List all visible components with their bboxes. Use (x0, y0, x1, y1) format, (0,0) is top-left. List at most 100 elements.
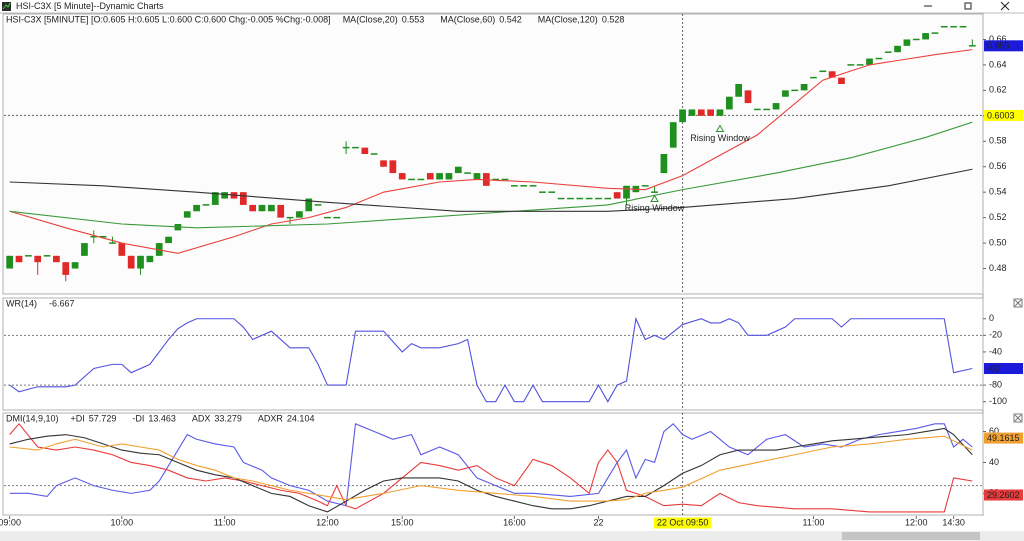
candle-body (716, 109, 724, 116)
candle-body (305, 198, 313, 212)
candle-body (782, 90, 789, 97)
candle-body (810, 76, 817, 79)
candle-body (828, 71, 836, 78)
candle-body (99, 235, 107, 238)
legend-name: -DI (132, 413, 144, 423)
panel-close-icon (1014, 414, 1022, 422)
candle-body (324, 216, 331, 219)
series-line (9, 427, 973, 513)
candle-body (118, 243, 126, 256)
candle-body (501, 178, 509, 181)
candle-body (520, 185, 528, 187)
candle-body (258, 204, 266, 212)
candle-body (183, 211, 191, 218)
candle-body (707, 109, 714, 116)
y-tick-label: 0 (989, 313, 994, 323)
candle-body (884, 51, 892, 53)
app-icon-graph (2, 2, 11, 10)
candle-body (838, 77, 845, 84)
y-tick-label: 0.50 (989, 237, 1007, 247)
panel-close-button[interactable] (1013, 413, 1023, 423)
panel-frame (2, 13, 984, 295)
value-box-label: 29.2602 (987, 490, 1020, 500)
legend-readout: 0.528 (602, 14, 625, 24)
x-tick-label: 22 (593, 517, 603, 527)
y-tick-label: -100 (989, 396, 1007, 406)
legend-readout: 33.279 (214, 413, 242, 423)
y-tick-label: 60 (989, 426, 999, 436)
candle-body (436, 173, 443, 180)
crosshair-time-label: 22 Oct 09:50 (657, 517, 709, 527)
candle-body (604, 197, 612, 200)
panel-title: HSI-C3X [5MINUTE] [O:0.605 H:0.605 L:0.6… (6, 14, 331, 24)
candle-body (557, 197, 565, 200)
series-line (9, 49, 973, 254)
candle-body (651, 191, 658, 193)
x-tick-label: 16:00 (503, 517, 526, 527)
y-tick-label: 0.58 (989, 136, 1007, 146)
legend-readout: 0.553 (402, 14, 425, 24)
legend-name: +DI (71, 413, 85, 423)
value-box-label: -60 (987, 363, 1000, 373)
candle-body (286, 216, 294, 219)
annotation-marker (715, 124, 725, 133)
x-tick-label: 11:00 (214, 517, 236, 527)
candle-body (211, 192, 219, 205)
candle-body (595, 197, 602, 200)
legend-readout: -6.667 (49, 298, 75, 308)
candle-body (389, 160, 397, 174)
candle-body (137, 255, 144, 269)
candle-body (679, 109, 686, 123)
annotation-marker (650, 194, 659, 203)
y-tick-label: -40 (989, 346, 1002, 356)
candle-body (15, 255, 23, 263)
candle-body (417, 178, 425, 181)
x-tick-label: 14:30 (942, 517, 965, 527)
x-tick-label: 12:00 (905, 517, 928, 527)
candle-body (819, 70, 827, 73)
value-box (984, 40, 1023, 52)
candle-body (221, 192, 228, 199)
candle-body (408, 178, 415, 181)
candle-body (641, 185, 649, 187)
candle-body (43, 255, 51, 257)
candle-body (903, 39, 911, 46)
candle-body (277, 204, 285, 218)
candle-body (146, 255, 154, 263)
legend-name: MA(Close,60) (440, 14, 495, 24)
value-box (984, 363, 1023, 375)
y-tick-label: 0.64 (989, 59, 1007, 69)
close-button[interactable] (1000, 1, 1010, 11)
scrollbar-thumb[interactable] (842, 532, 980, 540)
candle-body (875, 57, 883, 60)
candle-body (567, 197, 574, 200)
y-tick-label: 0.56 (989, 161, 1007, 171)
scrollbar[interactable] (0, 531, 1024, 541)
candle-body (660, 154, 668, 174)
candle-body (968, 45, 976, 47)
candle-body (464, 172, 471, 174)
value-box (984, 489, 1023, 501)
candle-body (333, 216, 341, 219)
candle-body (249, 204, 257, 212)
candle-body (25, 255, 32, 257)
candle-body (454, 166, 462, 174)
candle-body (772, 103, 780, 110)
candle-body (53, 255, 60, 263)
candle-body (585, 197, 593, 200)
legend-name: MA(Close,120) (538, 14, 598, 24)
candle-body (492, 178, 500, 181)
restore-button[interactable] (964, 2, 972, 10)
candle-body (959, 25, 967, 28)
candle-body (847, 64, 855, 66)
candle-body (688, 109, 696, 116)
candle-body (697, 109, 705, 116)
candle-body (922, 33, 929, 40)
series-line (9, 168, 973, 212)
candle-body (529, 185, 537, 187)
candle-body (856, 64, 864, 66)
panel-close-button[interactable] (1013, 298, 1023, 308)
candle-body (669, 122, 677, 148)
candle-body (613, 192, 621, 199)
legend-name: ADXR (258, 413, 284, 423)
